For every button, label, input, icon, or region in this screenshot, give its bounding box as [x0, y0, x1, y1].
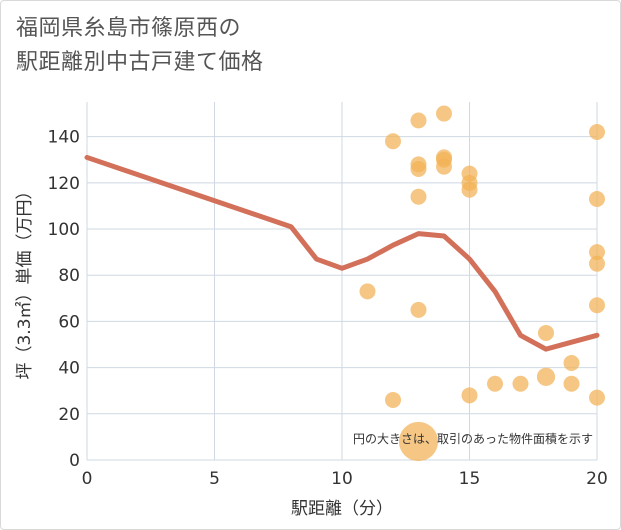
data-point [410, 188, 427, 205]
data-point [398, 421, 439, 462]
data-point [410, 160, 427, 177]
y-tick-label: 40 [58, 359, 80, 379]
data-point [589, 191, 605, 208]
grid-lines [86, 102, 598, 461]
data-point [487, 375, 503, 392]
chart-title-line-2: 駅距離別中古戸建て価格 [16, 50, 264, 75]
chart-title: 福岡県糸島市篠原西の 駅距離別中古戸建て価格 [16, 12, 264, 80]
x-tick-label: 20 [586, 469, 608, 489]
data-point [563, 354, 580, 371]
y-tick-label: 20 [58, 405, 80, 425]
size-annotation: 円の大きさは、取引のあった物件面積を示す [353, 431, 593, 446]
data-point [461, 181, 478, 198]
y-tick-label: 0 [69, 451, 80, 471]
data-point [589, 124, 605, 141]
y-tick-label: 80 [58, 266, 80, 286]
axis-ticks: 0 5 10 15 20 0 20 40 60 80 100 120 140 [48, 128, 608, 489]
data-point [538, 324, 554, 341]
y-tick-label: 140 [48, 128, 80, 148]
x-tick-label: 15 [459, 469, 481, 489]
data-point [589, 244, 605, 261]
data-point [385, 133, 401, 150]
x-tick-label: 10 [331, 469, 353, 489]
data-point [385, 391, 401, 408]
data-point [461, 387, 478, 404]
chart-title-line-1: 福岡県糸島市篠原西の [16, 16, 242, 41]
y-tick-label: 120 [48, 174, 80, 194]
trend-line [84, 154, 600, 352]
data-point [410, 112, 427, 129]
data-point [512, 375, 529, 392]
data-point [536, 367, 556, 386]
data-point [589, 255, 605, 272]
y-tick-label: 60 [58, 312, 80, 332]
y-tick-label: 100 [48, 220, 80, 240]
y-axis-title: 坪（3.3㎡）単価（万円） [15, 182, 35, 379]
data-point [589, 389, 605, 406]
data-point [359, 283, 376, 300]
x-tick-label: 5 [209, 469, 220, 489]
trend-line-group [84, 154, 600, 352]
data-points [359, 105, 605, 462]
data-point [410, 301, 427, 318]
x-tick-label: 0 [82, 469, 93, 489]
data-point [589, 297, 605, 314]
data-point [563, 375, 580, 392]
data-point [436, 158, 452, 175]
x-axis-title: 駅距離（分） [291, 499, 393, 519]
data-point [436, 105, 452, 122]
